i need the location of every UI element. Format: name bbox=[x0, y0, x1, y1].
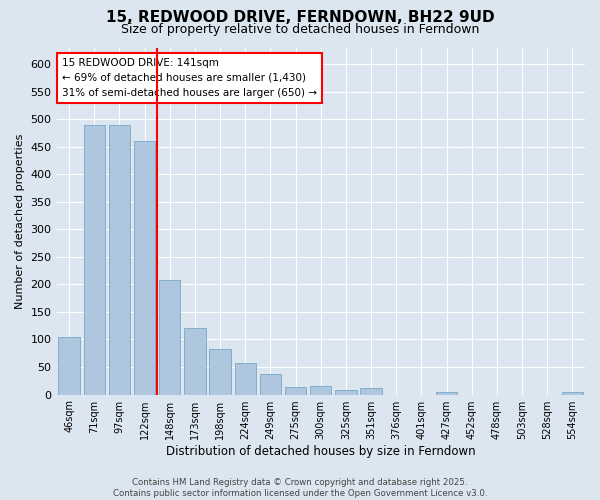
Bar bbox=[109, 124, 130, 394]
Bar bbox=[260, 374, 281, 394]
Text: Contains HM Land Registry data © Crown copyright and database right 2025.
Contai: Contains HM Land Registry data © Crown c… bbox=[113, 478, 487, 498]
Bar bbox=[436, 392, 457, 394]
Bar bbox=[184, 328, 206, 394]
Text: Size of property relative to detached houses in Ferndown: Size of property relative to detached ho… bbox=[121, 22, 479, 36]
Bar bbox=[285, 387, 307, 394]
X-axis label: Distribution of detached houses by size in Ferndown: Distribution of detached houses by size … bbox=[166, 444, 476, 458]
Bar bbox=[83, 124, 105, 394]
Bar bbox=[209, 349, 231, 395]
Bar bbox=[310, 386, 331, 394]
Y-axis label: Number of detached properties: Number of detached properties bbox=[15, 134, 25, 308]
Bar bbox=[361, 388, 382, 394]
Bar bbox=[235, 363, 256, 394]
Bar bbox=[159, 280, 181, 394]
Bar bbox=[134, 141, 155, 395]
Bar bbox=[58, 336, 80, 394]
Text: 15, REDWOOD DRIVE, FERNDOWN, BH22 9UD: 15, REDWOOD DRIVE, FERNDOWN, BH22 9UD bbox=[106, 10, 494, 25]
Bar bbox=[335, 390, 356, 394]
Text: 15 REDWOOD DRIVE: 141sqm
← 69% of detached houses are smaller (1,430)
31% of sem: 15 REDWOOD DRIVE: 141sqm ← 69% of detach… bbox=[62, 58, 317, 98]
Bar bbox=[562, 392, 583, 394]
